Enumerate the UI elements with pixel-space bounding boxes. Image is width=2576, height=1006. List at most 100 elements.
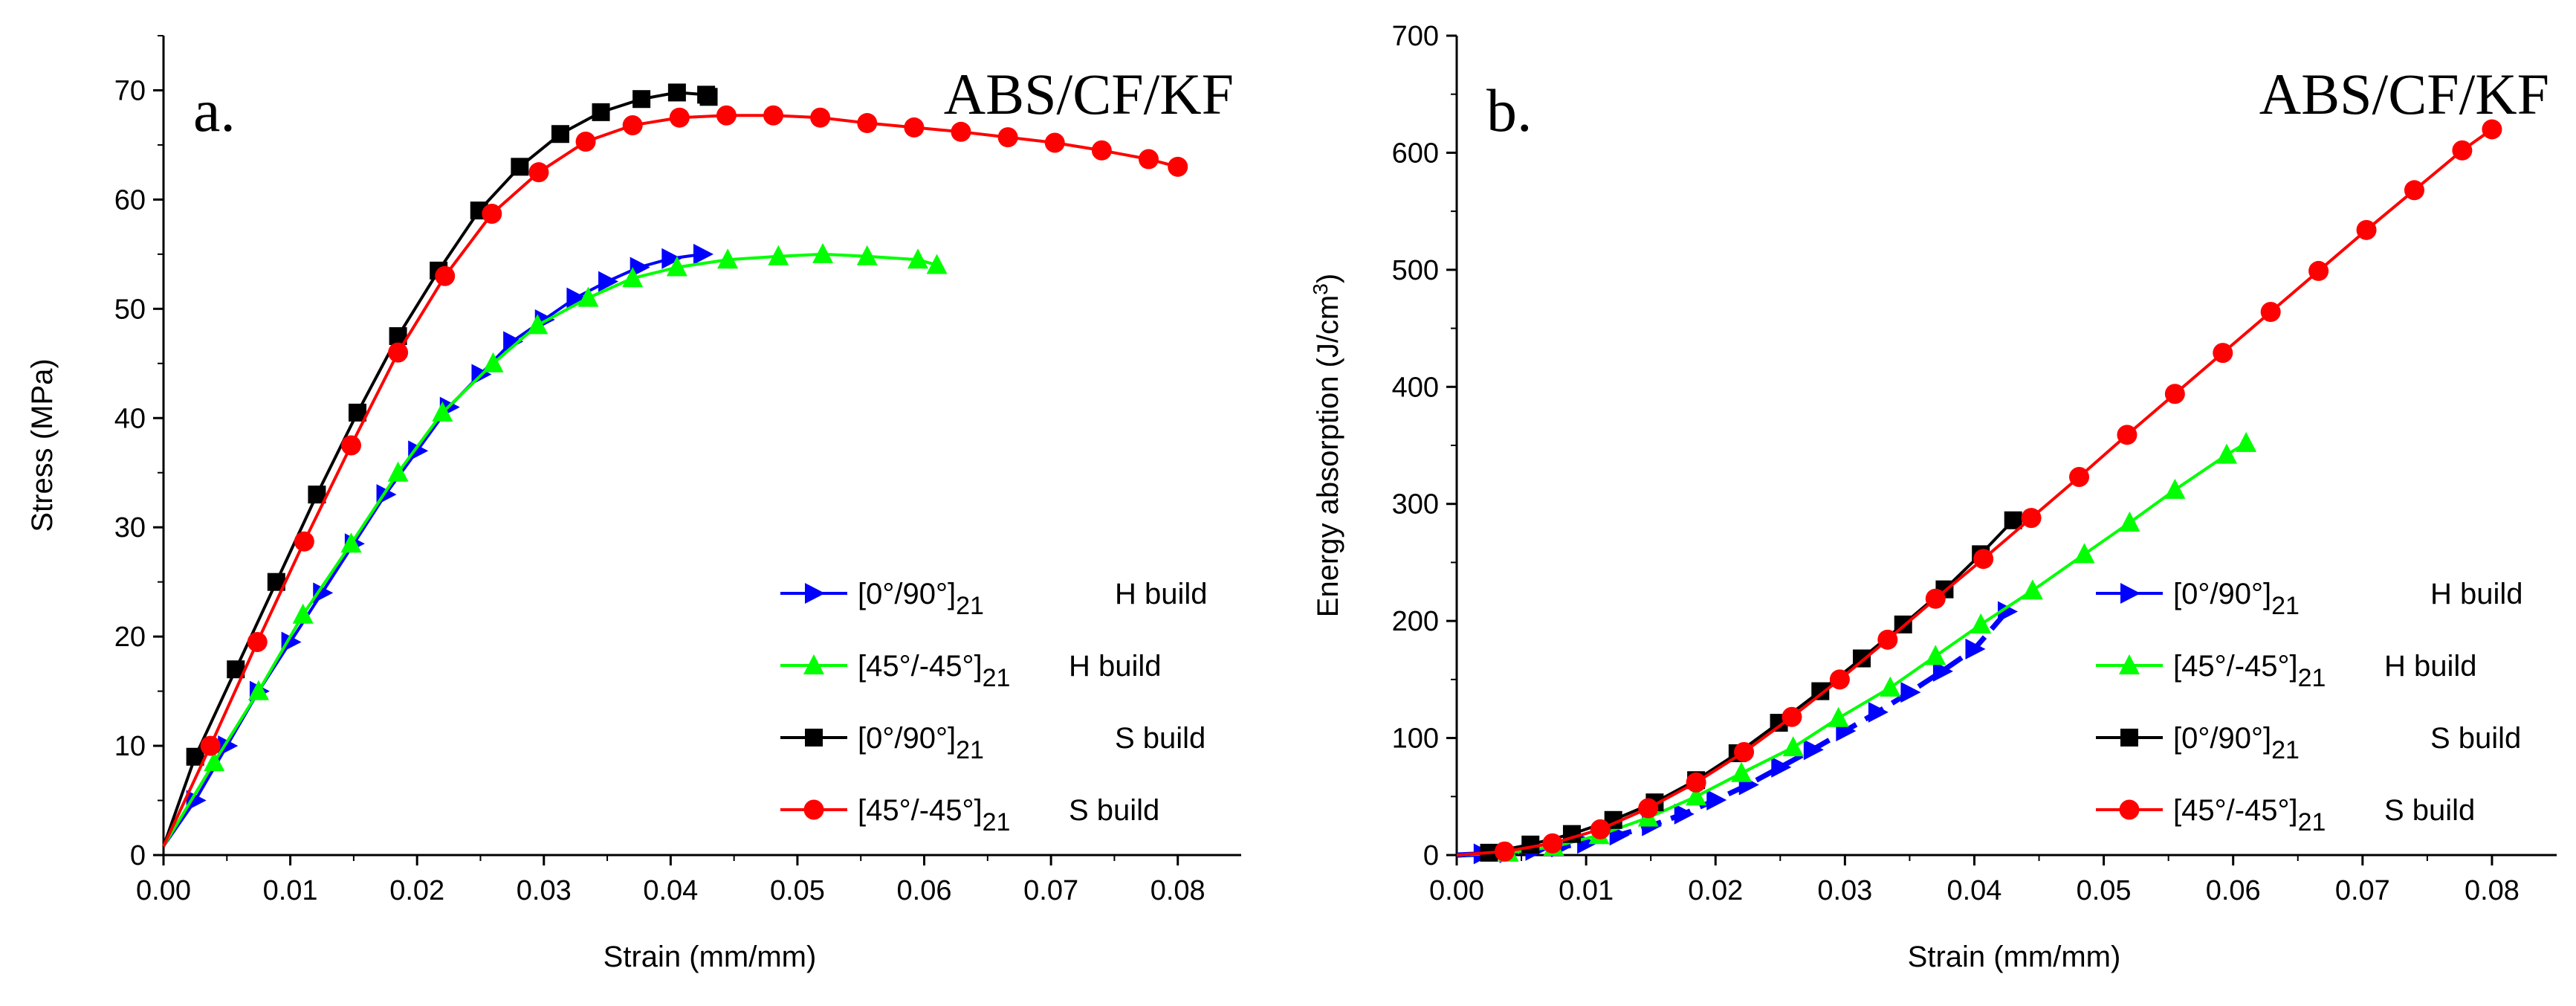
data-point [667, 83, 686, 102]
legend-name: [45°/-45°] [858, 650, 983, 683]
data-point [810, 107, 831, 128]
legend-label: [0°/90°]21 H build [2173, 578, 2523, 620]
series-1 [1456, 431, 2257, 862]
data-point [856, 245, 878, 265]
legend-marker [2119, 654, 2140, 674]
x-tick-label: 0.03 [1817, 875, 1872, 906]
panel-title: ABS/CF/KF [2259, 62, 2549, 126]
data-point [1925, 645, 1946, 665]
data-point [1782, 736, 1804, 757]
x-tick-label: 0.01 [263, 875, 318, 906]
data-point [1091, 140, 1112, 161]
y-tick-label: 200 [1392, 606, 1439, 637]
x-tick-label: 0.04 [1946, 875, 2001, 906]
data-point [812, 242, 834, 263]
data-point [2452, 140, 2473, 161]
data-point [1706, 790, 1727, 811]
data-point [1138, 149, 1159, 170]
legend-marker [2120, 729, 2138, 747]
data-point [527, 314, 548, 335]
legend-name: [45°/-45°] [858, 794, 983, 827]
data-point [2260, 302, 2281, 323]
series-3 [162, 105, 1188, 848]
data-point [435, 265, 456, 286]
data-point [768, 245, 789, 265]
data-point [1494, 841, 1515, 862]
x-tick-label: 0.02 [389, 875, 444, 906]
series-2 [1456, 511, 2022, 862]
x-tick-label: 0.00 [136, 875, 191, 906]
data-point [340, 532, 362, 553]
x-tick-label: 0.03 [517, 875, 572, 906]
legend-subscript: 21 [2298, 664, 2326, 692]
data-point [1686, 772, 1706, 793]
legend-subscript: 21 [956, 592, 984, 620]
legend-subscript: 21 [2271, 592, 2300, 620]
panel-title: ABS/CF/KF [944, 62, 1234, 126]
y-tick-label: 30 [114, 512, 146, 544]
data-point [482, 352, 504, 373]
data-point [598, 271, 619, 292]
x-tick-label: 0.02 [1688, 875, 1743, 906]
data-point [2074, 543, 2095, 564]
data-point [1521, 835, 1540, 854]
data-point [2164, 478, 2186, 499]
y-tick-label: 300 [1392, 489, 1439, 520]
data-point [482, 204, 502, 225]
data-point [763, 105, 784, 126]
data-point [699, 88, 718, 106]
data-point [666, 256, 687, 277]
legend-label: [0°/90°]21 S build [858, 722, 1206, 764]
x-tick-label: 0.07 [2335, 875, 2390, 906]
data-point [200, 735, 221, 756]
data-point [186, 790, 207, 811]
data-point [2216, 443, 2237, 464]
data-point [1877, 629, 1898, 650]
y-tick-label: 20 [114, 622, 146, 653]
data-point [1829, 669, 1850, 690]
legend-build: H build [2384, 650, 2477, 683]
legend-marker [805, 583, 825, 604]
data-point [2308, 260, 2329, 281]
y-tick-label: 100 [1392, 723, 1439, 755]
data-point [1044, 132, 1065, 153]
data-point [313, 582, 334, 604]
legend-label: [0°/90°]21 S build [2173, 722, 2521, 764]
series-1 [162, 242, 948, 848]
panel-label: a. [193, 77, 236, 144]
x-axis-label: Strain (mm/mm) [1908, 941, 2121, 973]
data-point [2164, 384, 2185, 404]
data-point [247, 680, 269, 700]
legend-subscript: 21 [983, 808, 1011, 836]
x-tick-label: 0.05 [2077, 875, 2132, 906]
data-point [340, 435, 361, 456]
legend-name: [0°/90°] [2173, 722, 2271, 755]
data-point [1803, 739, 1824, 761]
data-point [551, 125, 569, 144]
legend-marker [803, 654, 824, 674]
data-point [1868, 701, 1889, 723]
data-point [575, 132, 596, 152]
series-2 [162, 83, 718, 847]
y-tick-label: 10 [114, 731, 146, 762]
data-point [661, 248, 682, 269]
panel-label: b. [1486, 77, 1533, 144]
data-point [432, 401, 453, 422]
data-point [1771, 756, 1792, 778]
x-axis-label: Strain (mm/mm) [603, 941, 817, 973]
y-axis-label: Energy absorption (J/cm3) [1309, 274, 1344, 617]
y-tick-label: 70 [114, 75, 146, 106]
data-point [2482, 119, 2502, 140]
legend-marker [2120, 583, 2140, 604]
y-tick-label: 400 [1392, 372, 1439, 403]
data-point [1925, 588, 1946, 609]
legend-build: S build [1069, 794, 1159, 827]
legend-label: [45°/-45°]21 H build [858, 650, 1162, 692]
data-point [2117, 425, 2138, 445]
y-tick-label: 700 [1392, 21, 1439, 52]
legend-build: H build [1069, 650, 1162, 683]
x-tick-label: 0.08 [2465, 875, 2520, 906]
legend-name: [45°/-45°] [2173, 794, 2298, 827]
data-point [2069, 467, 2090, 488]
